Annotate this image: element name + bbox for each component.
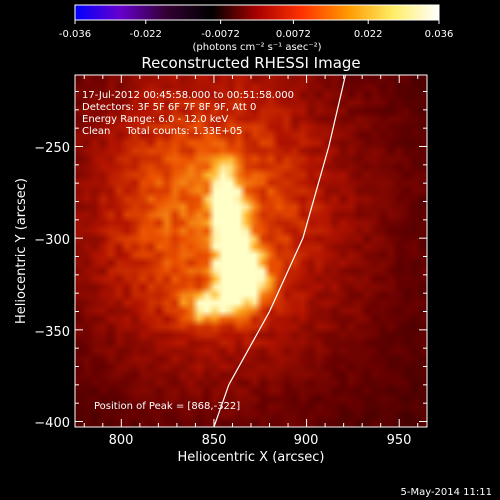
solar-limb-curve xyxy=(213,75,347,427)
y-tick-label: −350 xyxy=(34,325,70,340)
x-axis-label: Heliocentric X (arcsec) xyxy=(178,450,325,465)
footer-date: 5-May-2014 11:11 xyxy=(400,487,492,498)
annotation-detectors: Detectors: 3F 5F 6F 7F 8F 9F, Att 0 xyxy=(82,102,256,113)
heatmap-image xyxy=(75,75,427,427)
colorbar-tick-label: 0.036 xyxy=(425,29,454,40)
peak-position-label: Position of Peak = [868,-322] xyxy=(94,401,240,412)
x-tick-label: 950 xyxy=(387,433,412,448)
colorbar-tick-label: 0.022 xyxy=(354,29,383,40)
colorbar-tick-label: -0.022 xyxy=(130,29,162,40)
y-tick-label: −250 xyxy=(34,141,70,156)
y-tick-label: −400 xyxy=(34,416,70,431)
x-tick-label: 850 xyxy=(202,433,227,448)
x-tick-label: 900 xyxy=(294,433,319,448)
colorbar-tick-label: -0.0072 xyxy=(201,29,240,40)
x-tick-label: 800 xyxy=(109,433,134,448)
chart-title: Reconstructed RHESSI Image xyxy=(141,54,360,72)
colorbar-gradient xyxy=(74,4,440,21)
colorbar-unit-label: (photons cm⁻² s⁻¹ asec⁻²) xyxy=(192,42,321,53)
annotation-clean-counts: Clean Total counts: 1.33E+05 xyxy=(82,126,242,137)
annotation-time-range: 17-Jul-2012 00:45:58.000 to 00:51:58.000 xyxy=(82,90,294,101)
y-tick-label: −300 xyxy=(34,233,70,248)
y-axis-label: Heliocentric Y (arcsec) xyxy=(14,178,29,324)
colorbar: -0.036 -0.022 -0.0072 0.0072 0.022 0.036… xyxy=(59,4,454,53)
annotation-energy-range: Energy Range: 6.0 - 12.0 keV xyxy=(82,114,228,125)
colorbar-tick-label: 0.0072 xyxy=(276,29,311,40)
colorbar-tick-label: -0.036 xyxy=(59,29,91,40)
axis-ticks xyxy=(75,75,427,427)
colorbar-ticks xyxy=(74,20,440,24)
